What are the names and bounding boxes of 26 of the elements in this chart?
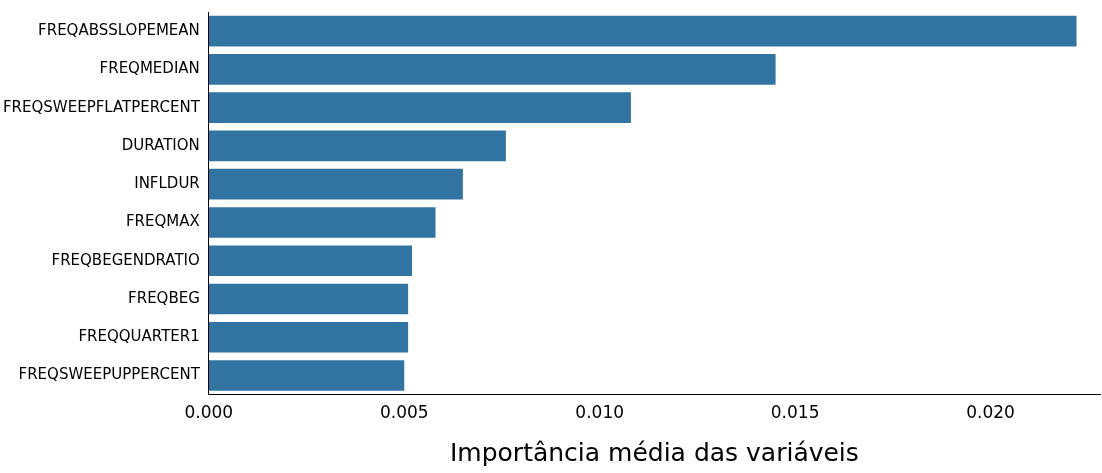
bar [208, 360, 405, 391]
bar [208, 130, 506, 162]
y-tick-label: FREQBEGENDRATIO [51, 250, 200, 269]
bar [208, 245, 413, 276]
y-tick-label: FREQABSSLOPEMEAN [38, 21, 200, 40]
bar [208, 54, 776, 85]
x-tick-label: 0.020 [966, 402, 1015, 423]
y-tick-label: INFLDUR [134, 174, 200, 193]
x-tick-label: 0.000 [184, 402, 234, 423]
bar [208, 207, 436, 238]
x-tick-label: 0.015 [770, 402, 820, 423]
y-tick-label: FREQSWEEPFLATPERCENT [3, 97, 201, 116]
bar [208, 15, 1077, 47]
bar [208, 321, 409, 353]
y-tick-label: FREQMAX [125, 212, 200, 231]
bar [208, 168, 463, 200]
y-tick-label: FREQMEDIAN [99, 59, 200, 78]
bar [208, 92, 631, 123]
x-tick-label: 0.010 [575, 402, 625, 423]
y-tick-label: DURATION [121, 135, 200, 154]
x-axis-title: Importância média das variáveis [449, 437, 859, 467]
y-tick-label: FREQBEG [128, 288, 200, 307]
bar [208, 283, 409, 315]
x-tick-label: 0.005 [379, 402, 429, 423]
y-tick-label: FREQSWEEPUPPERCENT [18, 365, 201, 384]
y-tick-label: FREQQUARTER1 [78, 327, 200, 346]
